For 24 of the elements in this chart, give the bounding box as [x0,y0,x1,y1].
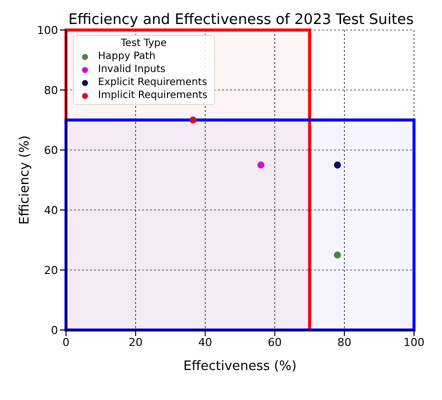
x-tick-label: 40 [198,336,212,349]
legend-label: Implicit Requirements [98,89,208,102]
x-tick-label: 20 [128,336,143,349]
legend-label: Invalid Inputs [98,63,166,76]
legend-label: Happy Path [98,50,156,63]
y-tick-label: 0 [51,324,58,337]
x-tick-label: 60 [268,336,282,349]
point [257,162,264,168]
y-tick-label: 20 [44,264,58,277]
y-tick-label: 80 [44,84,58,97]
point [190,116,197,124]
x-axis-title: Effectiveness (%) [183,359,297,374]
x-tick-label: 100 [404,336,424,349]
y-tick-label: 100 [37,24,58,37]
y-axis-title: Efficiency (%) [18,135,33,225]
x-tick-label: 80 [337,336,352,349]
legend-label: Explicit Requirements [98,76,208,89]
point [334,252,341,258]
point [334,162,341,168]
legend-title: Test Type [120,38,168,49]
x-tick-label: 0 [62,336,70,349]
y-tick-label: 40 [44,204,58,217]
chart-title: Efficiency and Effectiveness of 2023 Test Suites [68,12,414,28]
y-tick-label: 60 [44,144,58,157]
